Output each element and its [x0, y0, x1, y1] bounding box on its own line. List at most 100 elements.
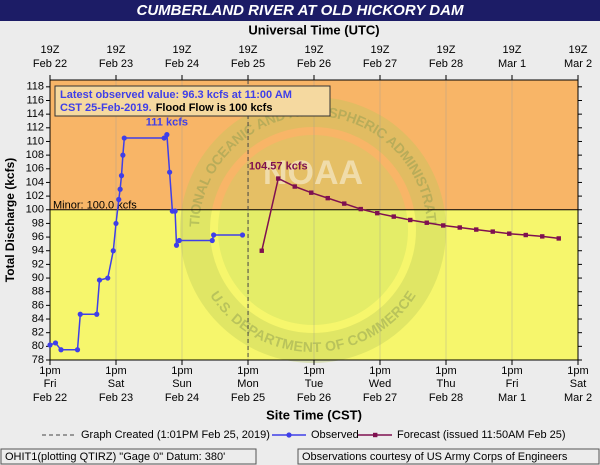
x2-tick-label: 19Z [239, 44, 258, 56]
point [47, 342, 53, 348]
x-tick-day: Sun [172, 378, 192, 390]
point [441, 223, 446, 228]
point [173, 242, 180, 248]
info-text: CST 25-Feb-2019. [60, 102, 152, 114]
x-tick-label: 1pm [501, 365, 522, 377]
point [276, 176, 281, 181]
point [74, 347, 81, 353]
point [474, 227, 479, 232]
y-tick-label: 88 [32, 286, 44, 298]
legend-label: Observed [311, 429, 359, 441]
x-tick-day: Sat [570, 378, 587, 390]
point [490, 229, 495, 234]
point [239, 232, 246, 238]
x2-tick-label: 19Z [503, 44, 522, 56]
point [172, 208, 178, 214]
point [556, 236, 561, 241]
x2-tick-label: 19Z [305, 44, 324, 56]
legend-label: Forecast (issued 11:50AM Feb 25) [397, 429, 566, 441]
legend-swatch [373, 432, 378, 438]
x2-tick-date: Feb 27 [363, 58, 397, 70]
point [375, 210, 380, 216]
y-tick-label: 78 [32, 354, 44, 366]
y-tick-label: 92 [32, 258, 44, 270]
x-tick-label: 1pm [105, 365, 126, 377]
x-tick-date: Feb 24 [165, 392, 199, 404]
x-tick-date: Mar 2 [564, 392, 592, 404]
flood-label: Minor: 100.0 kcfs [53, 200, 137, 212]
point [164, 132, 170, 138]
y-tick-label: 94 [32, 245, 44, 257]
x-tick-label: 1pm [369, 365, 390, 377]
annotation: 111 kcfs [146, 117, 188, 129]
point [309, 190, 314, 195]
footer-right: Observations courtesy of US Army Corps o… [302, 451, 568, 463]
point [457, 225, 462, 230]
x2-tick-label: 19Z [437, 44, 456, 56]
point [94, 311, 100, 317]
x-tick-date: Mar 1 [498, 392, 526, 404]
footer-box [297, 448, 600, 465]
x-tick-day: Fri [506, 378, 519, 390]
x2-tick-date: Feb 26 [297, 58, 331, 70]
x2-tick-label: 19Z [107, 44, 126, 56]
y-tick-label: 114 [26, 108, 44, 120]
y-tick-label: 100 [26, 204, 44, 216]
info-line: CST 25-Feb-2019. Flood Flow is 100 kcfs [60, 102, 272, 114]
x-tick-date: Feb 26 [297, 392, 331, 404]
x-tick-date: Feb 28 [429, 392, 463, 404]
x-tick-label: 1pm [171, 365, 192, 377]
y-tick-label: 112 [26, 122, 44, 134]
point [342, 201, 347, 206]
point [58, 347, 64, 353]
point [424, 220, 429, 225]
x-tick-day: Wed [369, 378, 391, 390]
footer-left: OHIT1(plotting QTIRZ) "Gage 0" Datum: 38… [5, 451, 225, 463]
point [358, 206, 363, 212]
point [117, 186, 123, 192]
y-tick-label: 104 [26, 176, 44, 188]
x2-tick-label: 19Z [569, 44, 588, 56]
y-tick-label: 84 [32, 313, 44, 325]
point [176, 237, 182, 244]
x-tick-date: Feb 27 [363, 392, 397, 404]
x-tick-date: Feb 22 [33, 392, 67, 404]
y-tick-label: 82 [32, 327, 44, 339]
footer-box [0, 448, 257, 465]
x2-tick-date: Feb 23 [99, 58, 133, 70]
point [209, 237, 215, 244]
x2-tick-label: 19Z [371, 44, 390, 56]
point [116, 196, 122, 203]
point [118, 173, 125, 179]
x-tick-label: 1pm [435, 365, 456, 377]
x-axis-label: Site Time (CST) [266, 407, 362, 422]
x2-tick-date: Feb 28 [429, 58, 463, 70]
point [77, 311, 83, 317]
point [167, 169, 173, 175]
y-tick-label: 86 [32, 299, 44, 311]
y-tick-label: 96 [32, 231, 44, 243]
y-tick-label: 108 [26, 149, 44, 161]
x-tick-label: 1pm [39, 365, 60, 377]
y-tick-label: 118 [26, 81, 44, 93]
info-line: Latest observed value: 96.3 kcfs at 11:0… [60, 89, 292, 101]
point [540, 234, 545, 239]
x2-axis-label: Universal Time (UTC) [248, 22, 379, 37]
x2-tick-date: Feb 24 [165, 58, 199, 70]
y-tick-label: 110 [26, 135, 44, 147]
x2-tick-date: Feb 25 [231, 58, 265, 70]
x2-tick-date: Feb 22 [33, 58, 67, 70]
point [105, 275, 111, 281]
plot-frame [49, 79, 579, 361]
y-tick-label: 80 [32, 340, 44, 352]
y-tick-label: 98 [32, 217, 44, 229]
chart-title: CUMBERLAND RIVER AT OLD HICKORY DAM [137, 2, 464, 19]
point [325, 195, 330, 201]
watermark [218, 135, 408, 325]
x-tick-day: Mon [237, 378, 258, 390]
annotation: 104.57 kcfs [249, 160, 308, 172]
point [259, 248, 264, 253]
x-tick-label: 1pm [303, 365, 324, 377]
x-tick-day: Fri [44, 378, 57, 390]
